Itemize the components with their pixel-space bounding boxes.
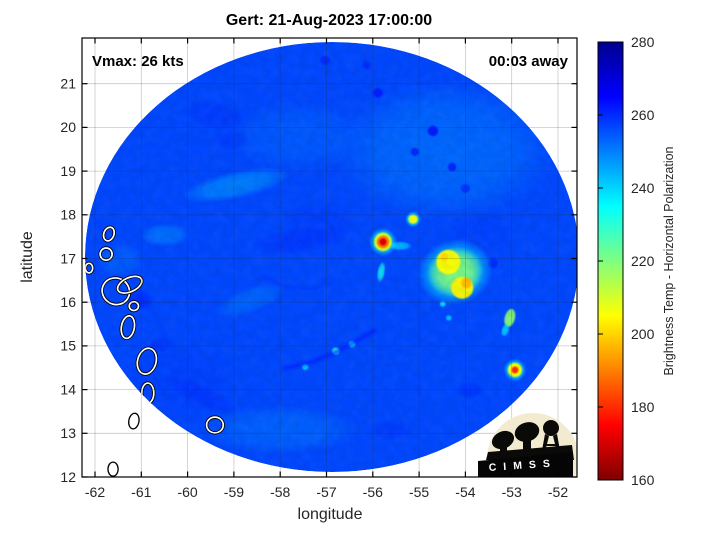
island-outline	[205, 416, 225, 434]
x-tick-label: -53	[502, 484, 522, 500]
colorbar-tick-label: 180	[631, 399, 655, 415]
cimss-logo: CIMSS	[478, 413, 577, 477]
y-tick-label: 17	[60, 250, 76, 266]
time-to-obs-label: 00:03 away	[489, 53, 569, 70]
y-tick-label: 12	[60, 469, 76, 485]
grid-lines	[82, 38, 577, 477]
x-tick-label: -58	[270, 484, 290, 500]
x-tick-label: -62	[85, 484, 105, 500]
colorbar-tick-label: 260	[631, 107, 655, 123]
x-tick-label: -56	[363, 484, 383, 500]
colorbar-ticks: 160 180 200 220 240 260 280	[598, 34, 655, 488]
rainband-arc	[260, 274, 333, 291]
island-outline	[128, 300, 140, 312]
y-tick-label: 14	[60, 381, 76, 397]
y-tick-label: 19	[60, 163, 76, 179]
colorbar-tick-label: 240	[631, 180, 655, 196]
island-outline	[116, 275, 143, 294]
water-tower-icon	[543, 420, 559, 436]
colorbar-label: Brightness Temp - Horizontal Polarizatio…	[662, 146, 676, 375]
colorbar-tick-label: 200	[631, 326, 655, 342]
rainband-arc	[283, 328, 377, 370]
x-tick-label: -52	[548, 484, 568, 500]
logo-banner	[478, 452, 573, 477]
swath-noise-light	[85, 42, 577, 472]
y-tick-label: 15	[60, 338, 76, 354]
x-tick-label: -55	[409, 484, 429, 500]
plot-area: CIMSS	[82, 38, 577, 477]
island-outline	[120, 315, 136, 340]
colorbar-tick-label: 280	[631, 34, 655, 50]
x-axis-label: longitude	[298, 506, 363, 523]
colorbar-tick-label: 220	[631, 253, 655, 269]
plot-title: Gert: 21-Aug-2023 17:00:00	[226, 12, 432, 29]
x-tick-label: -54	[455, 484, 475, 500]
x-tick-label: -59	[224, 484, 244, 500]
plot-border	[81, 37, 578, 478]
island-outline	[102, 226, 116, 242]
island-outline	[136, 347, 158, 375]
satellite-swath	[85, 42, 577, 472]
x-tick-label: -60	[177, 484, 197, 500]
colorbar-tick-label: 160	[631, 472, 655, 488]
island-outline	[128, 412, 140, 430]
y-tick-label: 21	[60, 75, 76, 91]
island-outline	[107, 461, 119, 477]
x-tick-label: -57	[316, 484, 336, 500]
coastlines-outside-swath	[107, 412, 140, 477]
tick-labels: -62 -61 -60 -59 -58 -57 -56 -55 -54 -53 -52 12 13 14 1…	[60, 75, 568, 500]
y-tick-label: 13	[60, 425, 76, 441]
logo-text: CIMSS	[488, 457, 557, 474]
y-tick-label: 16	[60, 294, 76, 310]
y-axis-label: latitude	[19, 231, 36, 283]
y-tick-label: 18	[60, 207, 76, 223]
x-tick-label: -61	[131, 484, 151, 500]
y-tick-label: 20	[60, 119, 76, 135]
island-outline	[99, 247, 113, 262]
vmax-label: Vmax: 26 kts	[92, 53, 184, 70]
